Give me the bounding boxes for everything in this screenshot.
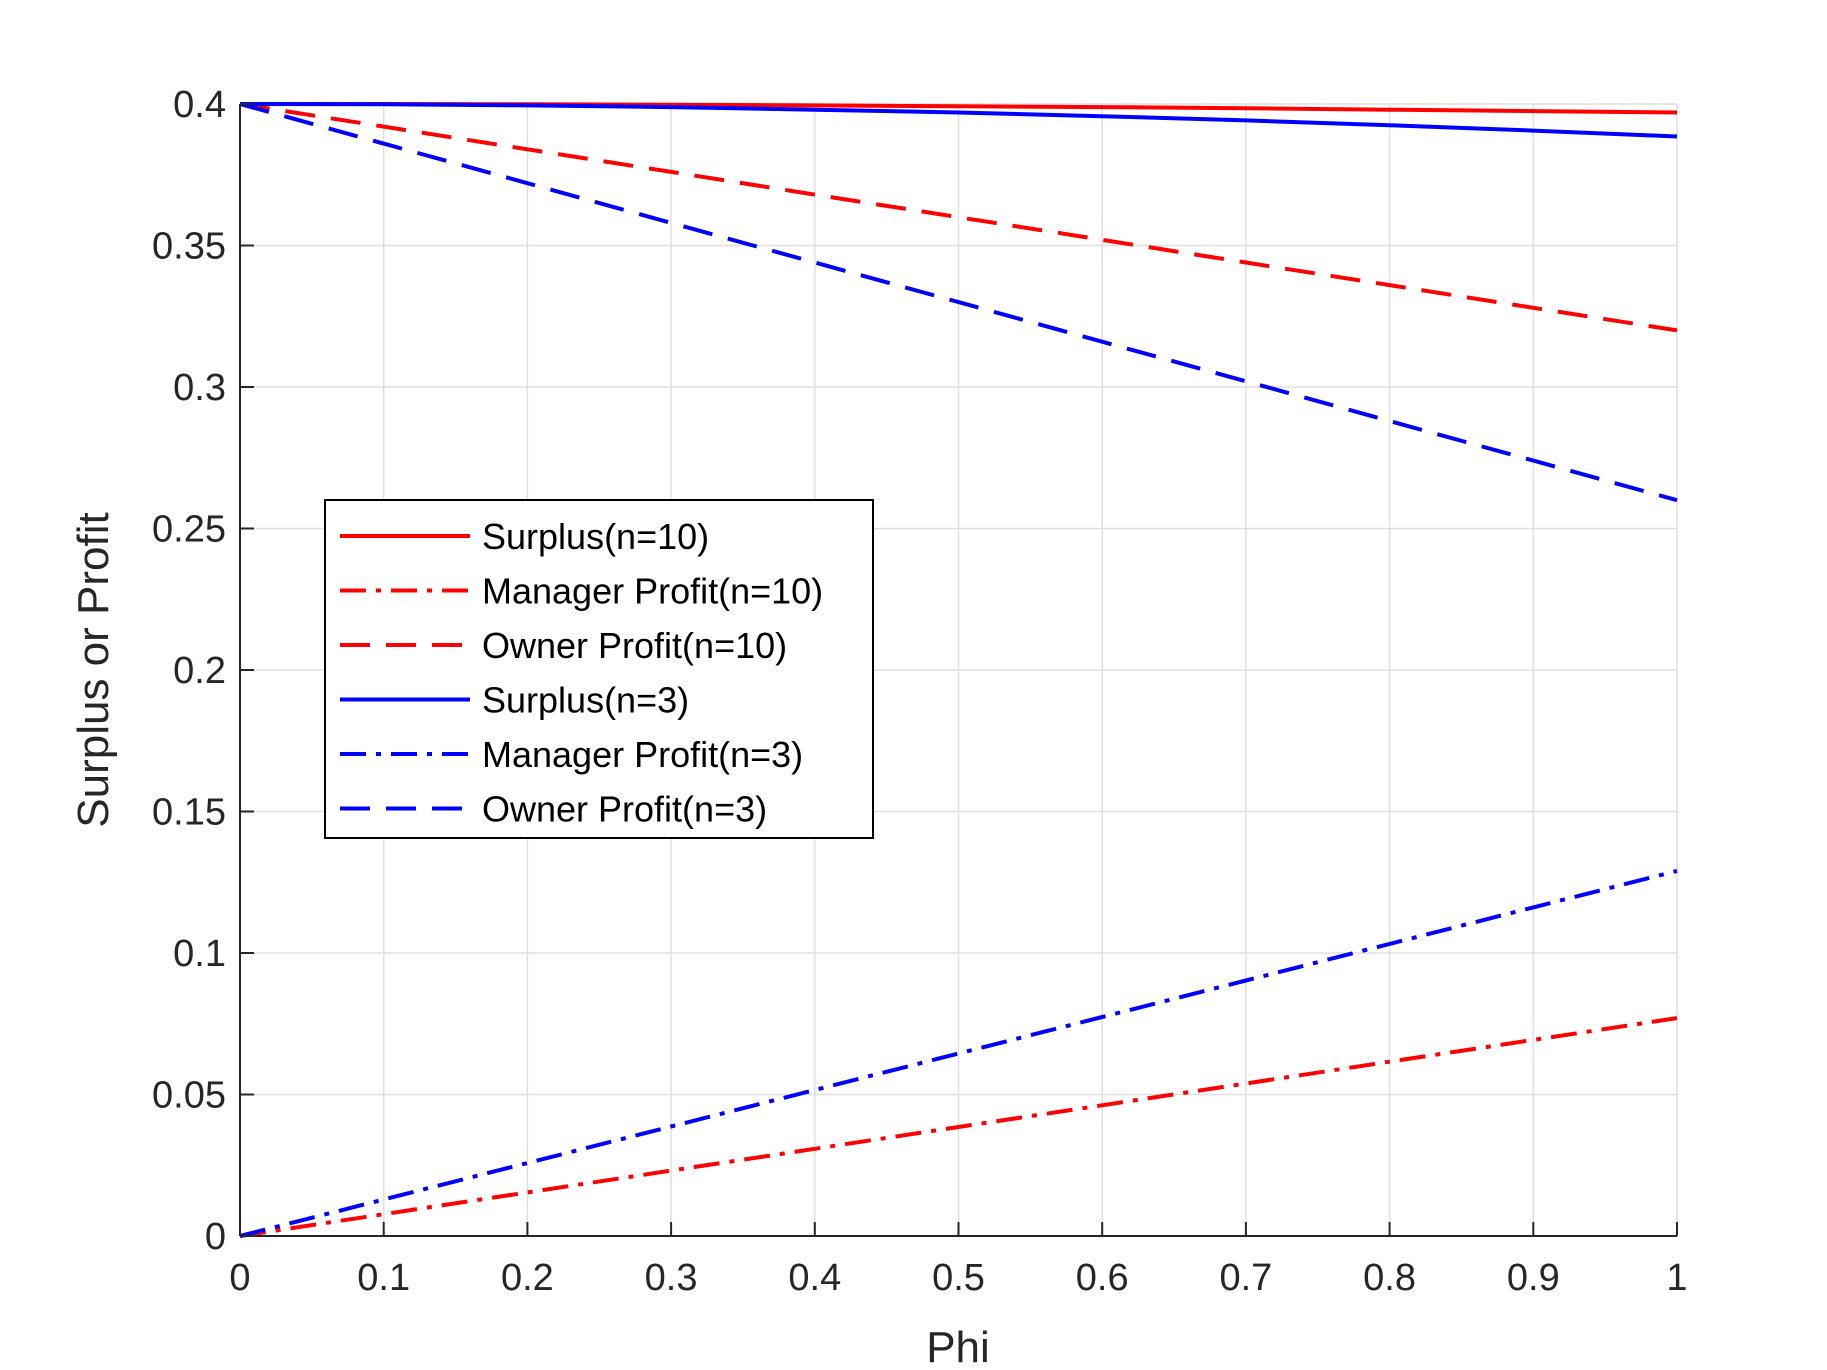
series-layer — [239, 102, 1678, 1238]
y-tick-label: 0 — [205, 1216, 226, 1258]
legend-box — [324, 499, 874, 839]
legend-label: Manager Profit(n=3) — [482, 734, 803, 775]
series-line-owner-profit-n-10 — [239, 102, 1678, 333]
x-axis-title: Phi — [926, 1323, 990, 1370]
x-tick-label: 0.8 — [1363, 1257, 1416, 1299]
x-tick-label: 0 — [229, 1257, 250, 1299]
series-line-manager-profit-n-10 — [239, 1016, 1678, 1238]
y-tick-label: 0.35 — [152, 226, 226, 268]
x-tick-label: 0.4 — [788, 1257, 841, 1299]
x-tick-label: 0.7 — [1219, 1257, 1272, 1299]
x-tick-label: 0.5 — [932, 1257, 985, 1299]
x-ticks: 0 0.1 0.2 0.3 0.4 0.5 0.6 0.7 0.8 0.9 1 — [229, 1222, 1688, 1299]
legend-label: Owner Profit(n=3) — [482, 789, 767, 830]
series-line-owner-profit-n-3 — [239, 102, 1678, 503]
x-tick-label: 0.1 — [357, 1257, 410, 1299]
y-tick-label: 0.3 — [173, 367, 226, 409]
x-tick-label: 0.2 — [501, 1257, 554, 1299]
legend-label: Owner Profit(n=10) — [482, 625, 787, 666]
legend-label: Manager Profit(n=10) — [482, 571, 823, 612]
series-line-manager-profit-n-3 — [239, 868, 1678, 1238]
y-axis-title: Surplus or Profit — [69, 512, 118, 827]
y-tick-label: 0.1 — [173, 933, 226, 975]
y-tick-label: 0.4 — [173, 84, 226, 126]
legend-label: Surplus(n=10) — [482, 516, 709, 557]
series-line-surplus-n-3 — [239, 102, 1678, 139]
x-tick-label: 1 — [1666, 1257, 1687, 1299]
legend-label: Surplus(n=3) — [482, 680, 689, 721]
legend: Surplus(n=10) Manager Profit(n=10) Owner P… — [324, 499, 874, 839]
y-tick-label: 0.25 — [152, 509, 226, 551]
x-tick-label: 0.9 — [1507, 1257, 1560, 1299]
y-tick-label: 0.15 — [152, 792, 226, 834]
y-tick-label: 0.05 — [152, 1075, 226, 1117]
grid — [239, 103, 1678, 1237]
x-tick-label: 0.3 — [645, 1257, 698, 1299]
x-tick-label: 0.6 — [1076, 1257, 1129, 1299]
y-tick-label: 0.2 — [173, 650, 226, 692]
y-ticks: 0 0.05 0.1 0.15 0.2 0.25 0.3 0.35 0.4 — [152, 84, 254, 1258]
